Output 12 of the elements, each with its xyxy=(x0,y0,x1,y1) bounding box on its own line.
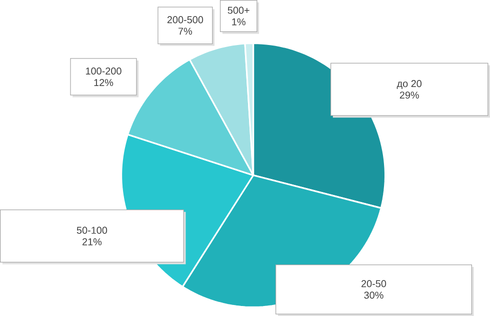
data-label: 30% xyxy=(364,292,384,299)
slice-label: 50-100 xyxy=(76,226,108,234)
data-label: 7% xyxy=(178,28,192,35)
data-label: 29% xyxy=(400,92,419,99)
slice-label: 500+ xyxy=(228,6,250,14)
data-label: 12% xyxy=(94,78,114,86)
slice-label: 100-200 xyxy=(86,67,122,74)
slice-label: 20-50 xyxy=(362,280,386,288)
data-label: 21% xyxy=(82,238,102,246)
slice-label: 200-500 xyxy=(167,16,204,24)
slice-label: до 20 xyxy=(396,80,422,89)
data-label: 1% xyxy=(232,18,246,26)
